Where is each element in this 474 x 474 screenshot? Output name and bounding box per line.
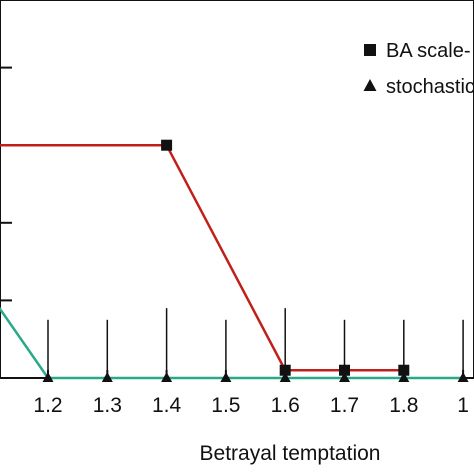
x-tick-label: 1.6 xyxy=(271,394,300,417)
triangle-marker xyxy=(279,372,291,382)
triangle-marker xyxy=(101,372,113,382)
series-layer xyxy=(0,139,469,382)
triangle-marker xyxy=(220,372,232,382)
series-line-stochastic xyxy=(0,306,464,380)
triangle-marker xyxy=(398,372,410,382)
x-tick-label: 1.7 xyxy=(330,394,359,417)
legend-marker-triangle xyxy=(363,79,377,91)
x-axis-title: Betrayal temptation xyxy=(200,442,381,465)
legend-marker-square xyxy=(364,44,376,56)
legend: BA scale-stochastic xyxy=(363,40,474,98)
x-tick-label: 1.8 xyxy=(389,394,418,417)
x-tick-label: 1.3 xyxy=(93,394,122,417)
x-tick-label: 1.2 xyxy=(33,394,62,417)
square-marker xyxy=(339,364,350,376)
triangle-marker xyxy=(457,372,469,382)
series-line-ba xyxy=(0,143,404,372)
axes: 1.2 1.3 1.4 1.5 1.6 1.7 1.8 1 xyxy=(0,0,474,417)
x-tick-label: 1 xyxy=(457,394,469,417)
square-marker xyxy=(398,364,410,376)
triangle-marker xyxy=(161,372,173,382)
square-marker xyxy=(279,364,291,376)
legend-label: stochastic xyxy=(386,76,474,98)
legend-label: BA scale- xyxy=(386,40,470,62)
x-tick-label: 1.5 xyxy=(211,394,240,417)
square-marker xyxy=(161,139,173,151)
x-tick-label: 1.4 xyxy=(152,394,182,417)
triangle-marker xyxy=(42,372,54,382)
triangle-marker xyxy=(339,372,350,382)
